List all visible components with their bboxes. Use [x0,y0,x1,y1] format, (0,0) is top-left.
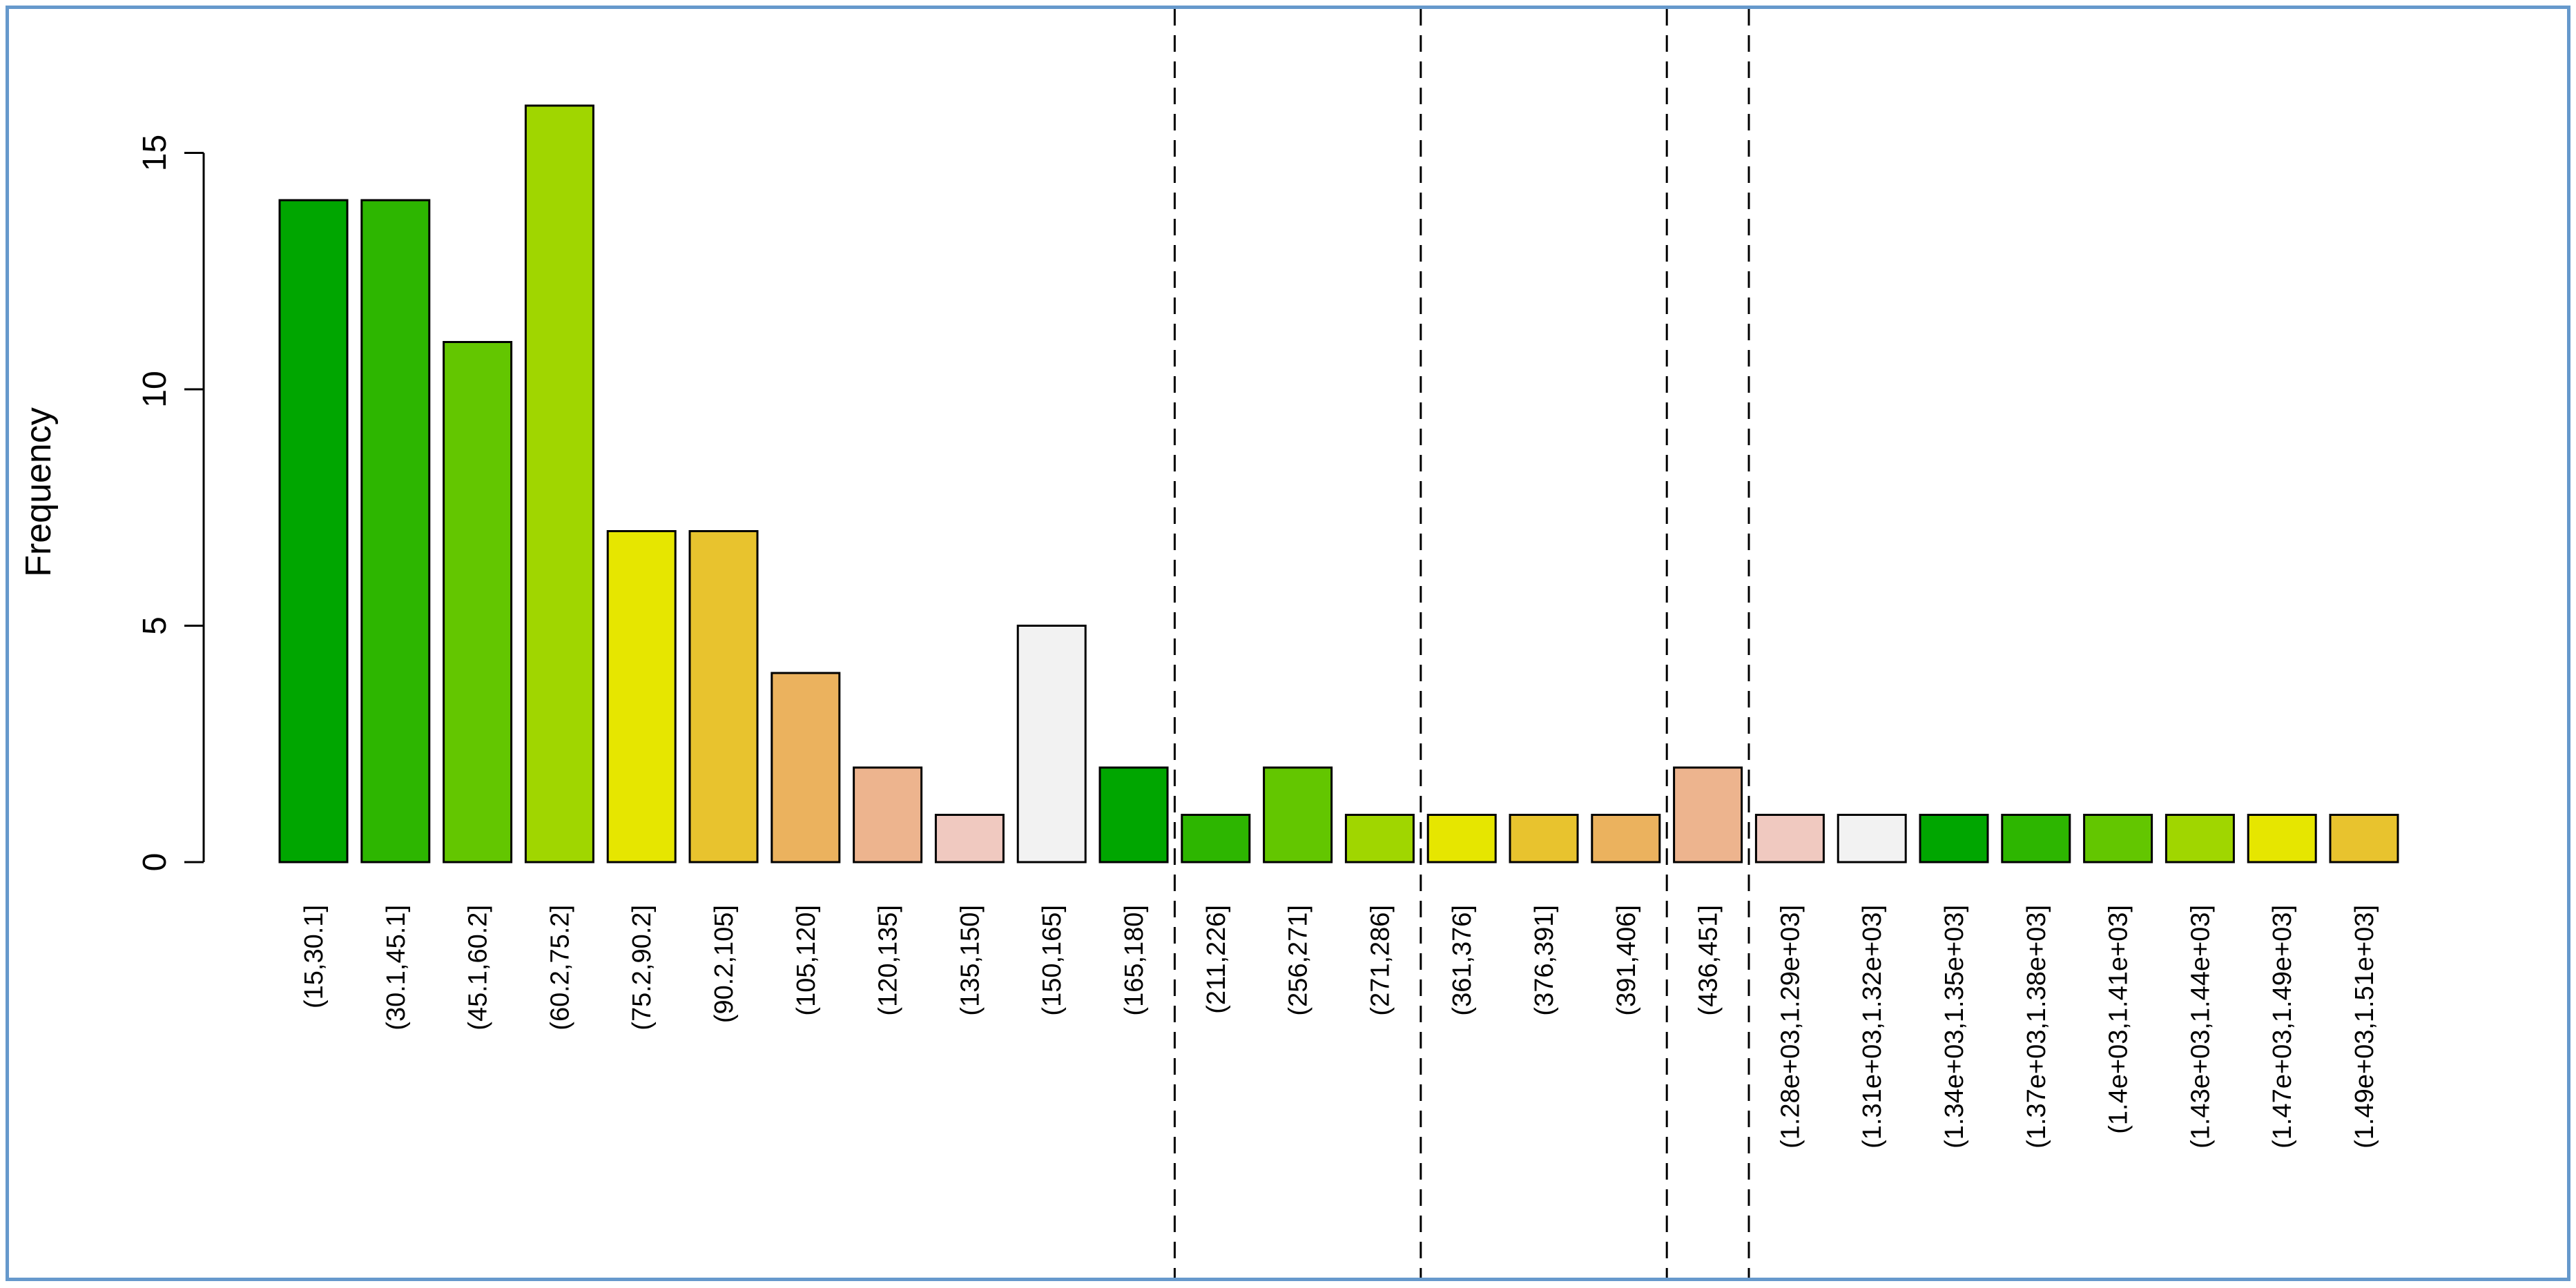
bar [2001,814,2071,863]
y-tick-label: 10 [137,371,173,407]
bar [1181,814,1251,863]
bar [1919,814,1989,863]
bar [524,104,594,863]
x-tick-label: (45.1,60.2] [464,905,493,1031]
bar [360,199,431,863]
x-tick-label: (391,406] [1612,905,1641,1016]
bar [2165,814,2235,863]
dashed-breaks [1173,9,1750,1278]
y-axis: 0 5 10 15 [137,135,205,872]
bar-chart: 0 5 10 15 (15,30.1] (30.1,45.1] (45.1,60.2] (6… [19,9,2399,1278]
x-tick-label: (90.2,105] [710,905,739,1023]
x-tick-label: (1.4e+03,1.41e+03] [2104,905,2133,1134]
chart-frame: 0 5 10 15 (15,30.1] (30.1,45.1] (45.1,60.2] (6… [6,6,2570,1281]
x-tick-label: (361,376] [1448,905,1477,1016]
x-tick-label: (15,30.1] [300,905,329,1008]
bar [2247,814,2317,863]
bars [278,104,2399,863]
bar [606,530,677,863]
bar [934,814,1005,863]
x-tick-label: (376,391] [1530,905,1559,1016]
y-axis-label: Frequency [19,407,59,577]
x-tick-label: (165,180] [1120,905,1149,1016]
x-tick-label: (256,271] [1284,905,1313,1016]
y-tick-label: 0 [137,853,173,872]
bar [1344,814,1415,863]
x-tick-label: (75.2,90.2] [628,905,657,1031]
x-tick-label: (1.31e+03,1.32e+03] [1858,905,1887,1149]
x-tick-label: (211,226] [1202,905,1231,1014]
x-tick-label: (1.28e+03,1.29e+03] [1776,905,1805,1149]
bar [1263,766,1333,863]
bar [688,530,759,863]
bar [1837,814,1907,863]
x-tick-label: (120,135] [874,905,903,1016]
bar [1426,814,1497,863]
bar [1754,814,1825,863]
x-tick-label: (1.43e+03,1.44e+03] [2186,905,2215,1149]
x-tick-label: (1.34e+03,1.35e+03] [1940,905,1969,1149]
y-tick-label: 5 [137,616,173,635]
bar [853,766,923,863]
bar [2329,814,2399,863]
bar [771,672,841,863]
bar [278,199,349,863]
x-tick-label: (60.2,75.2] [545,905,574,1031]
bar [2083,814,2153,863]
x-tick-label: (436,451] [1694,905,1723,1016]
x-tick-label: (1.47e+03,1.49e+03] [2268,905,2297,1149]
bar [1509,814,1579,863]
bar [443,341,513,863]
x-tick-label: (105,120] [792,905,821,1016]
bar [1016,625,1087,863]
x-tick-label: (150,165] [1038,905,1067,1016]
x-tick-label: (135,150] [956,905,985,1016]
x-tick-label: (1.49e+03,1.51e+03] [2350,905,2379,1149]
x-tick-label: (30.1,45.1] [382,905,411,1031]
x-tick-labels: (15,30.1] (30.1,45.1] (45.1,60.2] (60.2,75.… [300,905,2379,1149]
bar [1591,814,1661,863]
bar [1673,766,1743,863]
x-tick-label: (1.37e+03,1.38e+03] [2022,905,2051,1149]
y-tick-label: 15 [137,135,173,171]
x-tick-label: (271,286] [1366,905,1395,1016]
bar [1098,766,1169,863]
